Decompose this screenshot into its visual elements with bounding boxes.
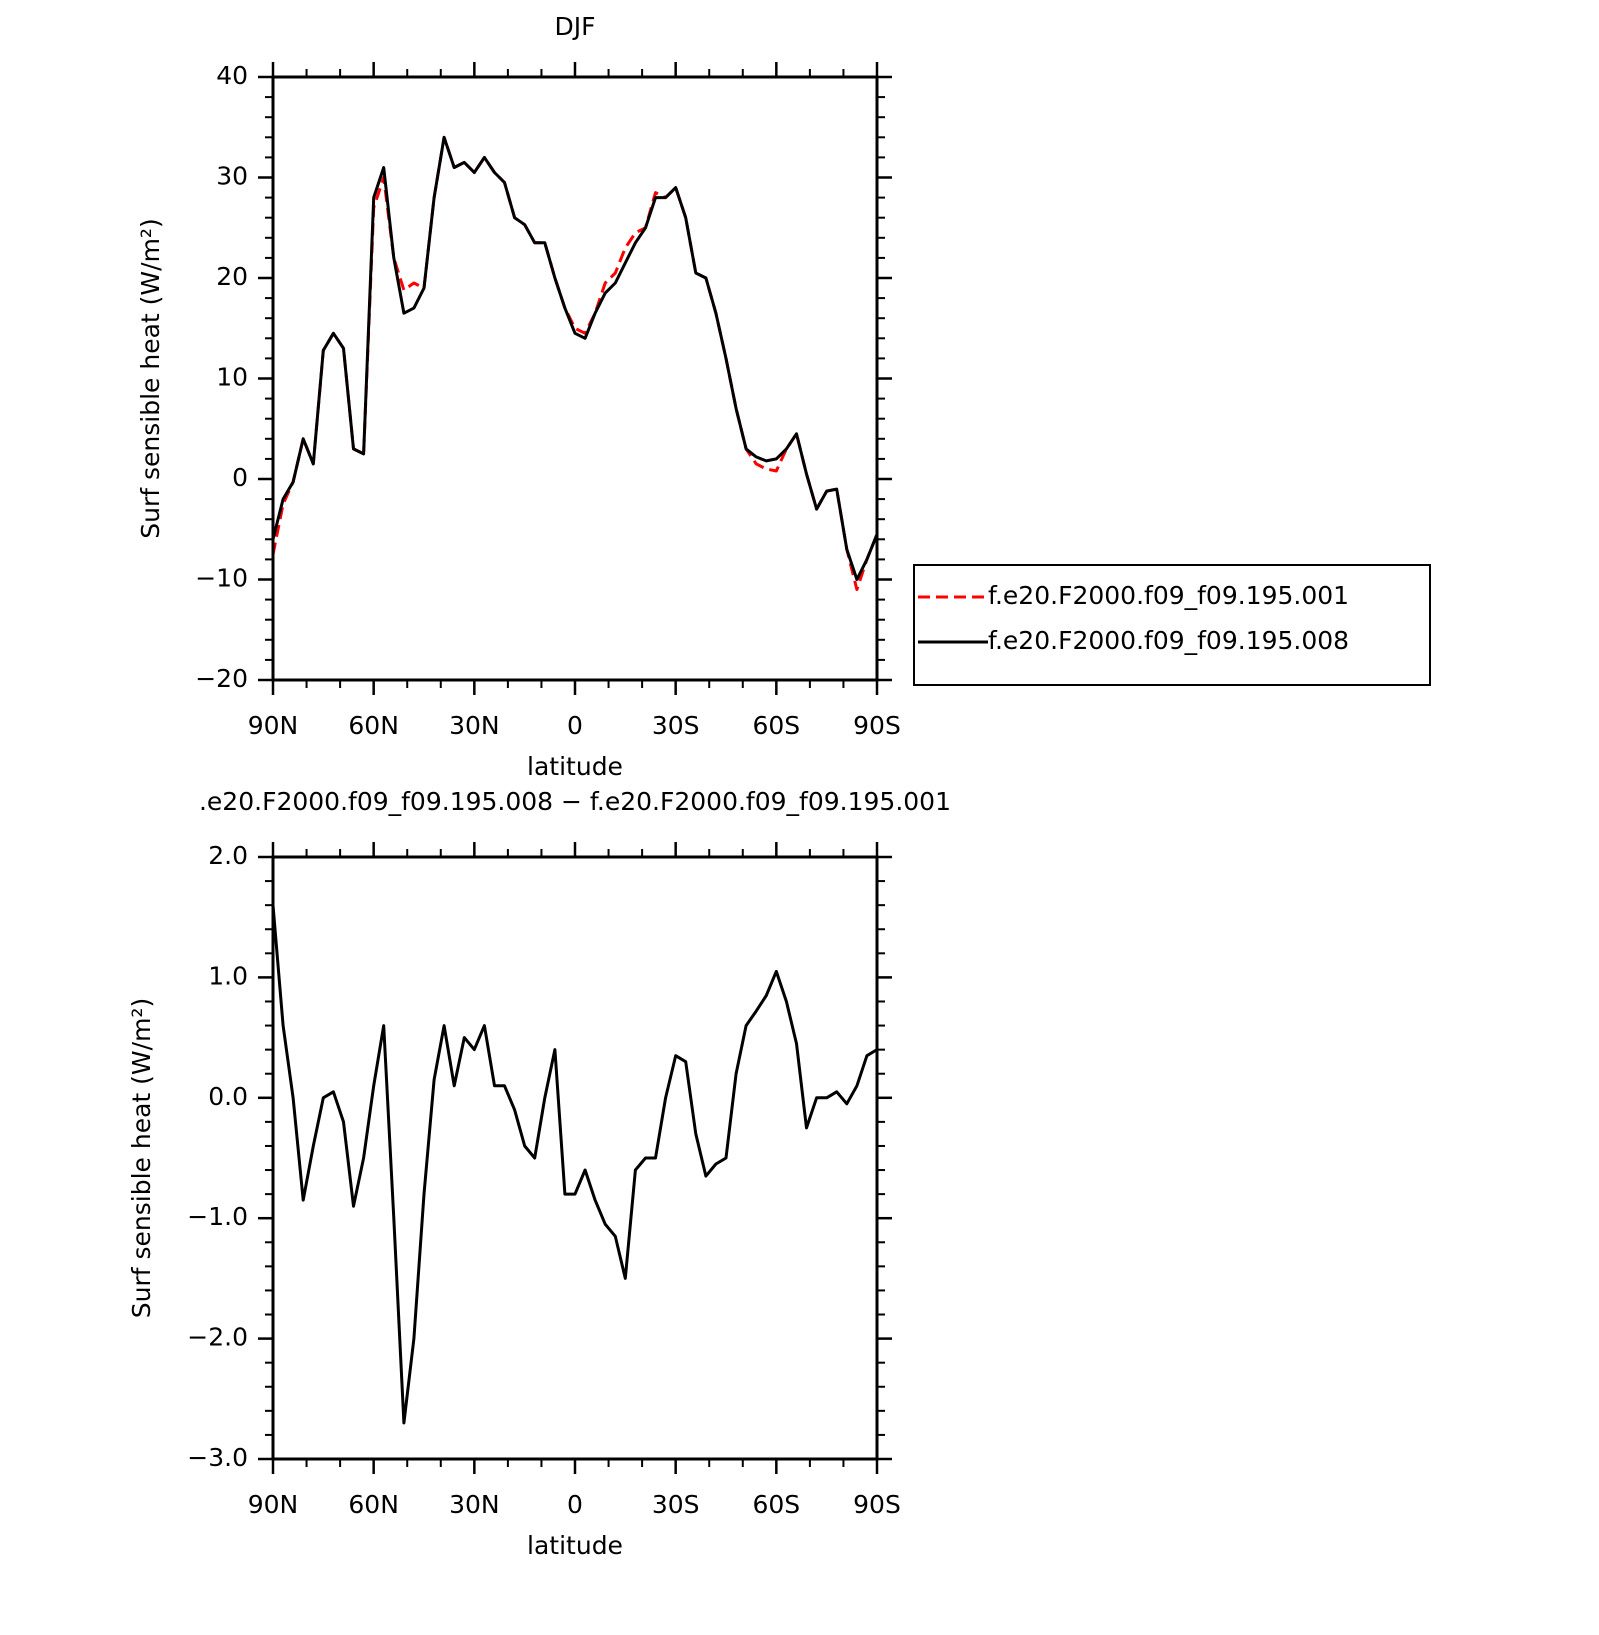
y-tick-label: 20 <box>216 262 248 291</box>
x-tick-label: 90S <box>853 711 901 740</box>
x-tick-label: 90N <box>248 1490 299 1519</box>
x-tick-label: 60N <box>348 1490 399 1519</box>
y-tick-label: −10 <box>195 564 248 593</box>
legend-label: f.e20.F2000.f09_f09.195.008 <box>988 626 1349 655</box>
data-line <box>271 135 879 581</box>
y-tick-label: −20 <box>195 664 248 693</box>
x-tick-label: 60S <box>752 711 800 740</box>
plot-frame <box>271 855 879 1461</box>
x-tick-label: 30S <box>652 711 700 740</box>
y-tick-label: 10 <box>216 363 248 392</box>
y-tick-label: −2.0 <box>187 1323 248 1352</box>
x-tick-label: 60N <box>348 711 399 740</box>
x-tick-label: 30N <box>449 1490 500 1519</box>
y-tick-label: 30 <box>216 162 248 191</box>
data-line <box>271 135 879 591</box>
legend-box <box>913 564 1431 686</box>
chart-title: DJF <box>554 12 595 41</box>
plot-frame <box>271 75 879 682</box>
x-tick-label: 30N <box>449 711 500 740</box>
y-tick-label: 0.0 <box>208 1082 248 1111</box>
y-tick-label: 1.0 <box>208 961 248 990</box>
y-tick-label: −1.0 <box>187 1202 248 1231</box>
x-tick-label: 30S <box>652 1490 700 1519</box>
x-tick-label: 60S <box>752 1490 800 1519</box>
data-line <box>271 905 878 1425</box>
x-tick-label: 90S <box>853 1490 901 1519</box>
y-axis-label: Surf sensible heat (W/m²) <box>127 998 156 1318</box>
y-tick-label: 0 <box>232 463 248 492</box>
x-tick-label: 90N <box>248 711 299 740</box>
legend-label: f.e20.F2000.f09_f09.195.001 <box>988 581 1349 610</box>
y-tick-label: −3.0 <box>187 1443 248 1472</box>
chart-title: .e20.F2000.f09_f09.195.008 − f.e20.F2000… <box>199 787 951 816</box>
x-tick-label: 0 <box>567 711 583 740</box>
x-axis-label: latitude <box>527 1531 623 1560</box>
y-axis-label: Surf sensible heat (W/m²) <box>136 218 165 538</box>
y-tick-label: 2.0 <box>208 841 248 870</box>
y-tick-label: 40 <box>216 61 248 90</box>
x-tick-label: 0 <box>567 1490 583 1519</box>
x-axis-label: latitude <box>527 752 623 781</box>
